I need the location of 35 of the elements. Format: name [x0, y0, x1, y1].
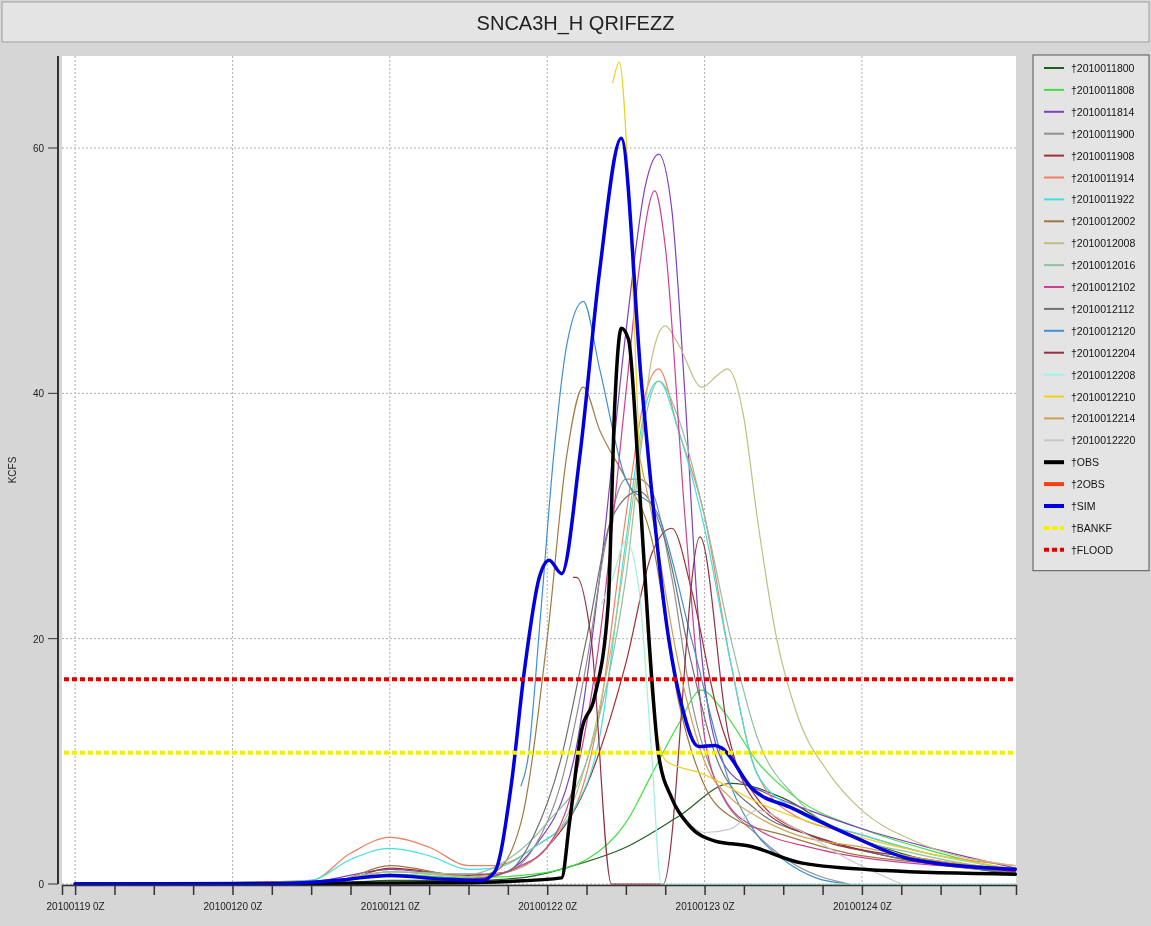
y-tick-label: 20 [32, 633, 45, 645]
x-tick-label: 20100121 0Z [360, 901, 420, 912]
legend-label: †2010011814 [1071, 105, 1135, 118]
legend-label: †2010012208 [1071, 368, 1136, 381]
legend-label: †SIM [1071, 500, 1096, 512]
x-tick-label: 20100123 0Z [675, 901, 735, 912]
legend-label: †2010012002 [1071, 215, 1136, 228]
legend-label: †2010011800 [1071, 62, 1135, 74]
y-tick-label: 0 [38, 879, 45, 890]
legend-label: †2010012008 [1071, 237, 1136, 250]
legend-label: †2010012204 [1071, 346, 1136, 359]
legend-label: †BANKF [1071, 521, 1112, 534]
legend-label: †2010012214 [1071, 412, 1136, 425]
y-axis-title: KCFS [7, 456, 18, 484]
y-tick-label: 40 [32, 388, 45, 400]
legend-label: †2010012102 [1071, 281, 1136, 293]
x-tick-label: 20100122 0Z [518, 901, 578, 912]
x-tick-label: 20100124 0Z [832, 901, 892, 912]
legend-label: †2010012016 [1071, 259, 1136, 272]
y-tick-label: 60 [32, 143, 45, 154]
legend-label: †2010011900 [1071, 127, 1135, 140]
legend-label: †2010012220 [1071, 434, 1136, 447]
legend-label: †OBS [1071, 456, 1100, 469]
legend-label: †2010011922 [1071, 193, 1135, 206]
legend-label: †2010011914 [1071, 171, 1135, 184]
legend-label: †2010012112 [1071, 302, 1135, 315]
chart-title: SNCA3H_H QRIFEZZ [476, 12, 675, 35]
legend-label: †2010011908 [1071, 149, 1135, 162]
legend-label: †2010012210 [1071, 390, 1136, 403]
legend-label: †2010012120 [1071, 324, 1136, 337]
x-tick-label: 20100119 0Z [46, 901, 105, 912]
legend-label: †2OBS [1071, 478, 1105, 491]
legend-label: †FLOOD [1071, 543, 1114, 556]
x-tick-label: 20100120 0Z [203, 901, 263, 912]
legend-label: †2010011808 [1071, 83, 1135, 96]
